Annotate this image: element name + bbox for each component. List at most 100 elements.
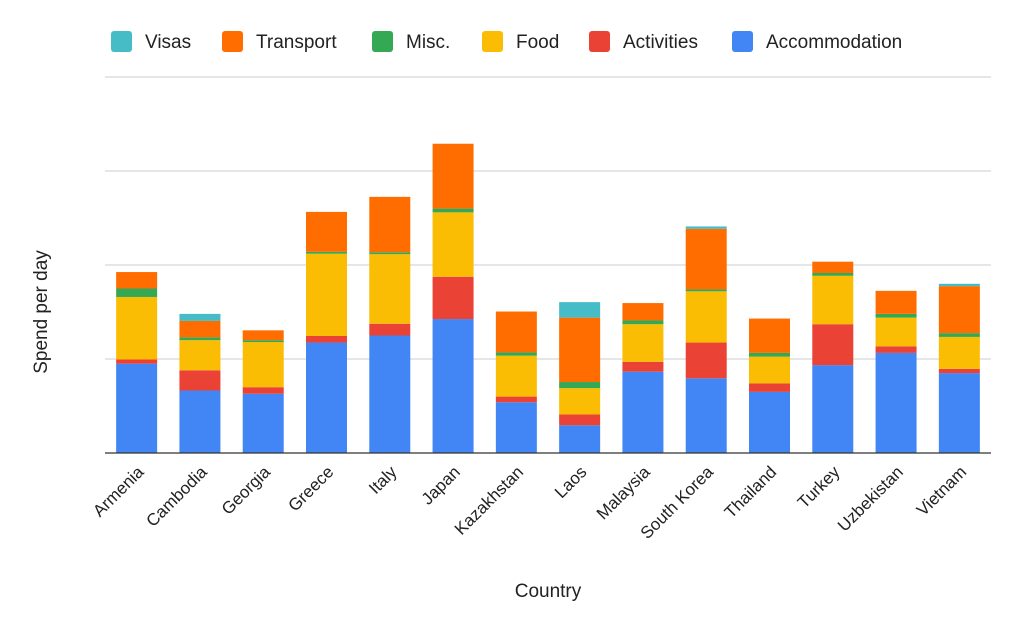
bar-segment-malaysia-activities xyxy=(622,361,664,372)
x-tick-label-greece: Greece xyxy=(284,462,337,515)
bar-segment-uzbekistan-food xyxy=(875,317,917,347)
x-tick-label-malaysia: Malaysia xyxy=(593,462,654,523)
bar-segment-cambodia-visas xyxy=(179,313,221,321)
bar-segment-uzbekistan-misc xyxy=(875,313,917,318)
bar-segment-georgia-transport xyxy=(242,330,284,341)
bar-segment-greece-accommodation xyxy=(306,342,347,453)
bar-segment-malaysia-food xyxy=(622,324,664,362)
bar-segment-georgia-activities xyxy=(242,387,284,394)
bar-segment-laos-transport xyxy=(559,317,601,383)
bar-segment-cambodia-misc xyxy=(179,337,221,341)
bar-segment-south-korea-transport xyxy=(685,228,727,290)
bar-segment-japan-food xyxy=(432,212,474,277)
bar-segment-malaysia-accommodation xyxy=(622,371,664,453)
bar-segment-japan-misc xyxy=(432,208,474,213)
bar-segment-south-korea-misc xyxy=(685,289,727,292)
bar-segment-italy-misc xyxy=(369,252,411,255)
bar-segment-turkey-misc xyxy=(812,272,854,276)
x-tick-label-thailand: Thailand xyxy=(721,462,781,522)
bar-segment-malaysia-misc xyxy=(622,320,664,325)
legend-label-transport: Transport xyxy=(256,32,337,53)
bar-segment-south-korea-food xyxy=(685,291,727,343)
bar-segment-vietnam-transport xyxy=(938,286,980,334)
x-axis-title: Country xyxy=(515,581,582,602)
legend: Visas Transport Misc. Food Activities Accommo… xyxy=(111,31,902,53)
bar-segment-kazakhstan-food xyxy=(495,355,537,397)
bar-segment-laos-accommodation xyxy=(559,425,601,453)
bar-segment-armenia-food xyxy=(116,296,158,360)
bar-segment-japan-activities xyxy=(432,276,474,320)
bar-segment-kazakhstan-activities xyxy=(495,396,537,403)
bar-segment-turkey-transport xyxy=(812,261,854,273)
bar-segment-kazakhstan-misc xyxy=(495,352,537,356)
legend-label-activities: Activities xyxy=(623,32,698,53)
bar-segment-greece-activities xyxy=(306,335,347,343)
bar-segment-uzbekistan-accommodation xyxy=(875,352,917,453)
bar-segment-cambodia-accommodation xyxy=(179,390,221,453)
bar-segment-south-korea-visas xyxy=(685,226,727,229)
x-tick-label-italy: Italy xyxy=(365,462,401,498)
bar-segment-uzbekistan-activities xyxy=(875,346,917,353)
x-tick-label-laos: Laos xyxy=(551,462,591,502)
bar-segment-thailand-transport xyxy=(749,318,790,353)
bar-segment-south-korea-accommodation xyxy=(685,378,727,453)
bar-segment-armenia-accommodation xyxy=(116,363,158,453)
bar-segment-georgia-food xyxy=(242,342,284,388)
legend-swatch-activities xyxy=(589,31,610,52)
bar-segment-greece-misc xyxy=(306,251,347,254)
bar-segment-armenia-transport xyxy=(116,272,158,289)
bar-segment-greece-food xyxy=(306,253,347,336)
bar-segment-laos-visas xyxy=(559,302,601,318)
x-tick-label-armenia: Armenia xyxy=(89,462,148,521)
bar-segment-vietnam-visas xyxy=(938,283,980,287)
bar-segment-kazakhstan-transport xyxy=(495,311,537,353)
legend-label-accommodation: Accommodation xyxy=(766,32,902,53)
bar-segment-greece-transport xyxy=(306,211,347,252)
bar-segment-georgia-accommodation xyxy=(242,393,284,453)
legend-swatch-misc xyxy=(372,31,393,52)
legend-swatch-food xyxy=(482,31,503,52)
bar-segment-laos-activities xyxy=(559,414,601,426)
bar-segment-italy-food xyxy=(369,254,411,324)
bar-segment-uzbekistan-transport xyxy=(875,290,917,314)
bar-segment-italy-activities xyxy=(369,323,411,336)
x-tick-label-cambodia: Cambodia xyxy=(143,462,212,531)
bar-segment-laos-food xyxy=(559,388,601,415)
bar-segment-thailand-activities xyxy=(749,383,790,392)
bar-segment-laos-misc xyxy=(559,382,601,389)
bar-segment-vietnam-activities xyxy=(938,368,980,374)
x-tick-label-uzbekistan: Uzbekistan xyxy=(834,462,907,535)
x-tick-label-kazakhstan: Kazakhstan xyxy=(451,462,527,538)
bar-segment-south-korea-activities xyxy=(685,342,727,379)
x-tick-label-vietnam: Vietnam xyxy=(913,462,970,519)
bar-segment-turkey-accommodation xyxy=(812,365,854,453)
bar-segment-turkey-activities xyxy=(812,324,854,366)
bar-segment-japan-transport xyxy=(432,143,474,209)
bar-segment-italy-transport xyxy=(369,196,411,253)
bar-segment-vietnam-accommodation xyxy=(938,373,980,453)
bar-segment-italy-accommodation xyxy=(369,335,411,453)
legend-swatch-transport xyxy=(222,31,243,52)
bar-segment-vietnam-food xyxy=(938,336,980,369)
gridlines xyxy=(105,76,991,360)
x-tick-label-japan: Japan xyxy=(418,462,464,508)
bar-segment-malaysia-transport xyxy=(622,303,664,321)
x-tick-label-georgia: Georgia xyxy=(218,462,275,519)
y-axis-title: Spend per day xyxy=(31,250,52,374)
legend-swatch-accommodation xyxy=(732,31,753,52)
bars xyxy=(116,143,980,453)
bar-segment-thailand-misc xyxy=(749,352,790,357)
legend-label-food: Food xyxy=(516,32,559,53)
bar-segment-thailand-food xyxy=(749,356,790,384)
legend-label-misc: Misc. xyxy=(406,32,450,53)
bar-segment-japan-accommodation xyxy=(432,319,474,453)
bar-segment-armenia-activities xyxy=(116,359,158,364)
x-tick-label-turkey: Turkey xyxy=(794,462,844,512)
bar-segment-vietnam-misc xyxy=(938,333,980,337)
bar-segment-thailand-accommodation xyxy=(749,391,790,453)
bar-segment-cambodia-food xyxy=(179,340,221,371)
bar-segment-kazakhstan-accommodation xyxy=(495,402,537,453)
bar-segment-cambodia-transport xyxy=(179,320,221,338)
